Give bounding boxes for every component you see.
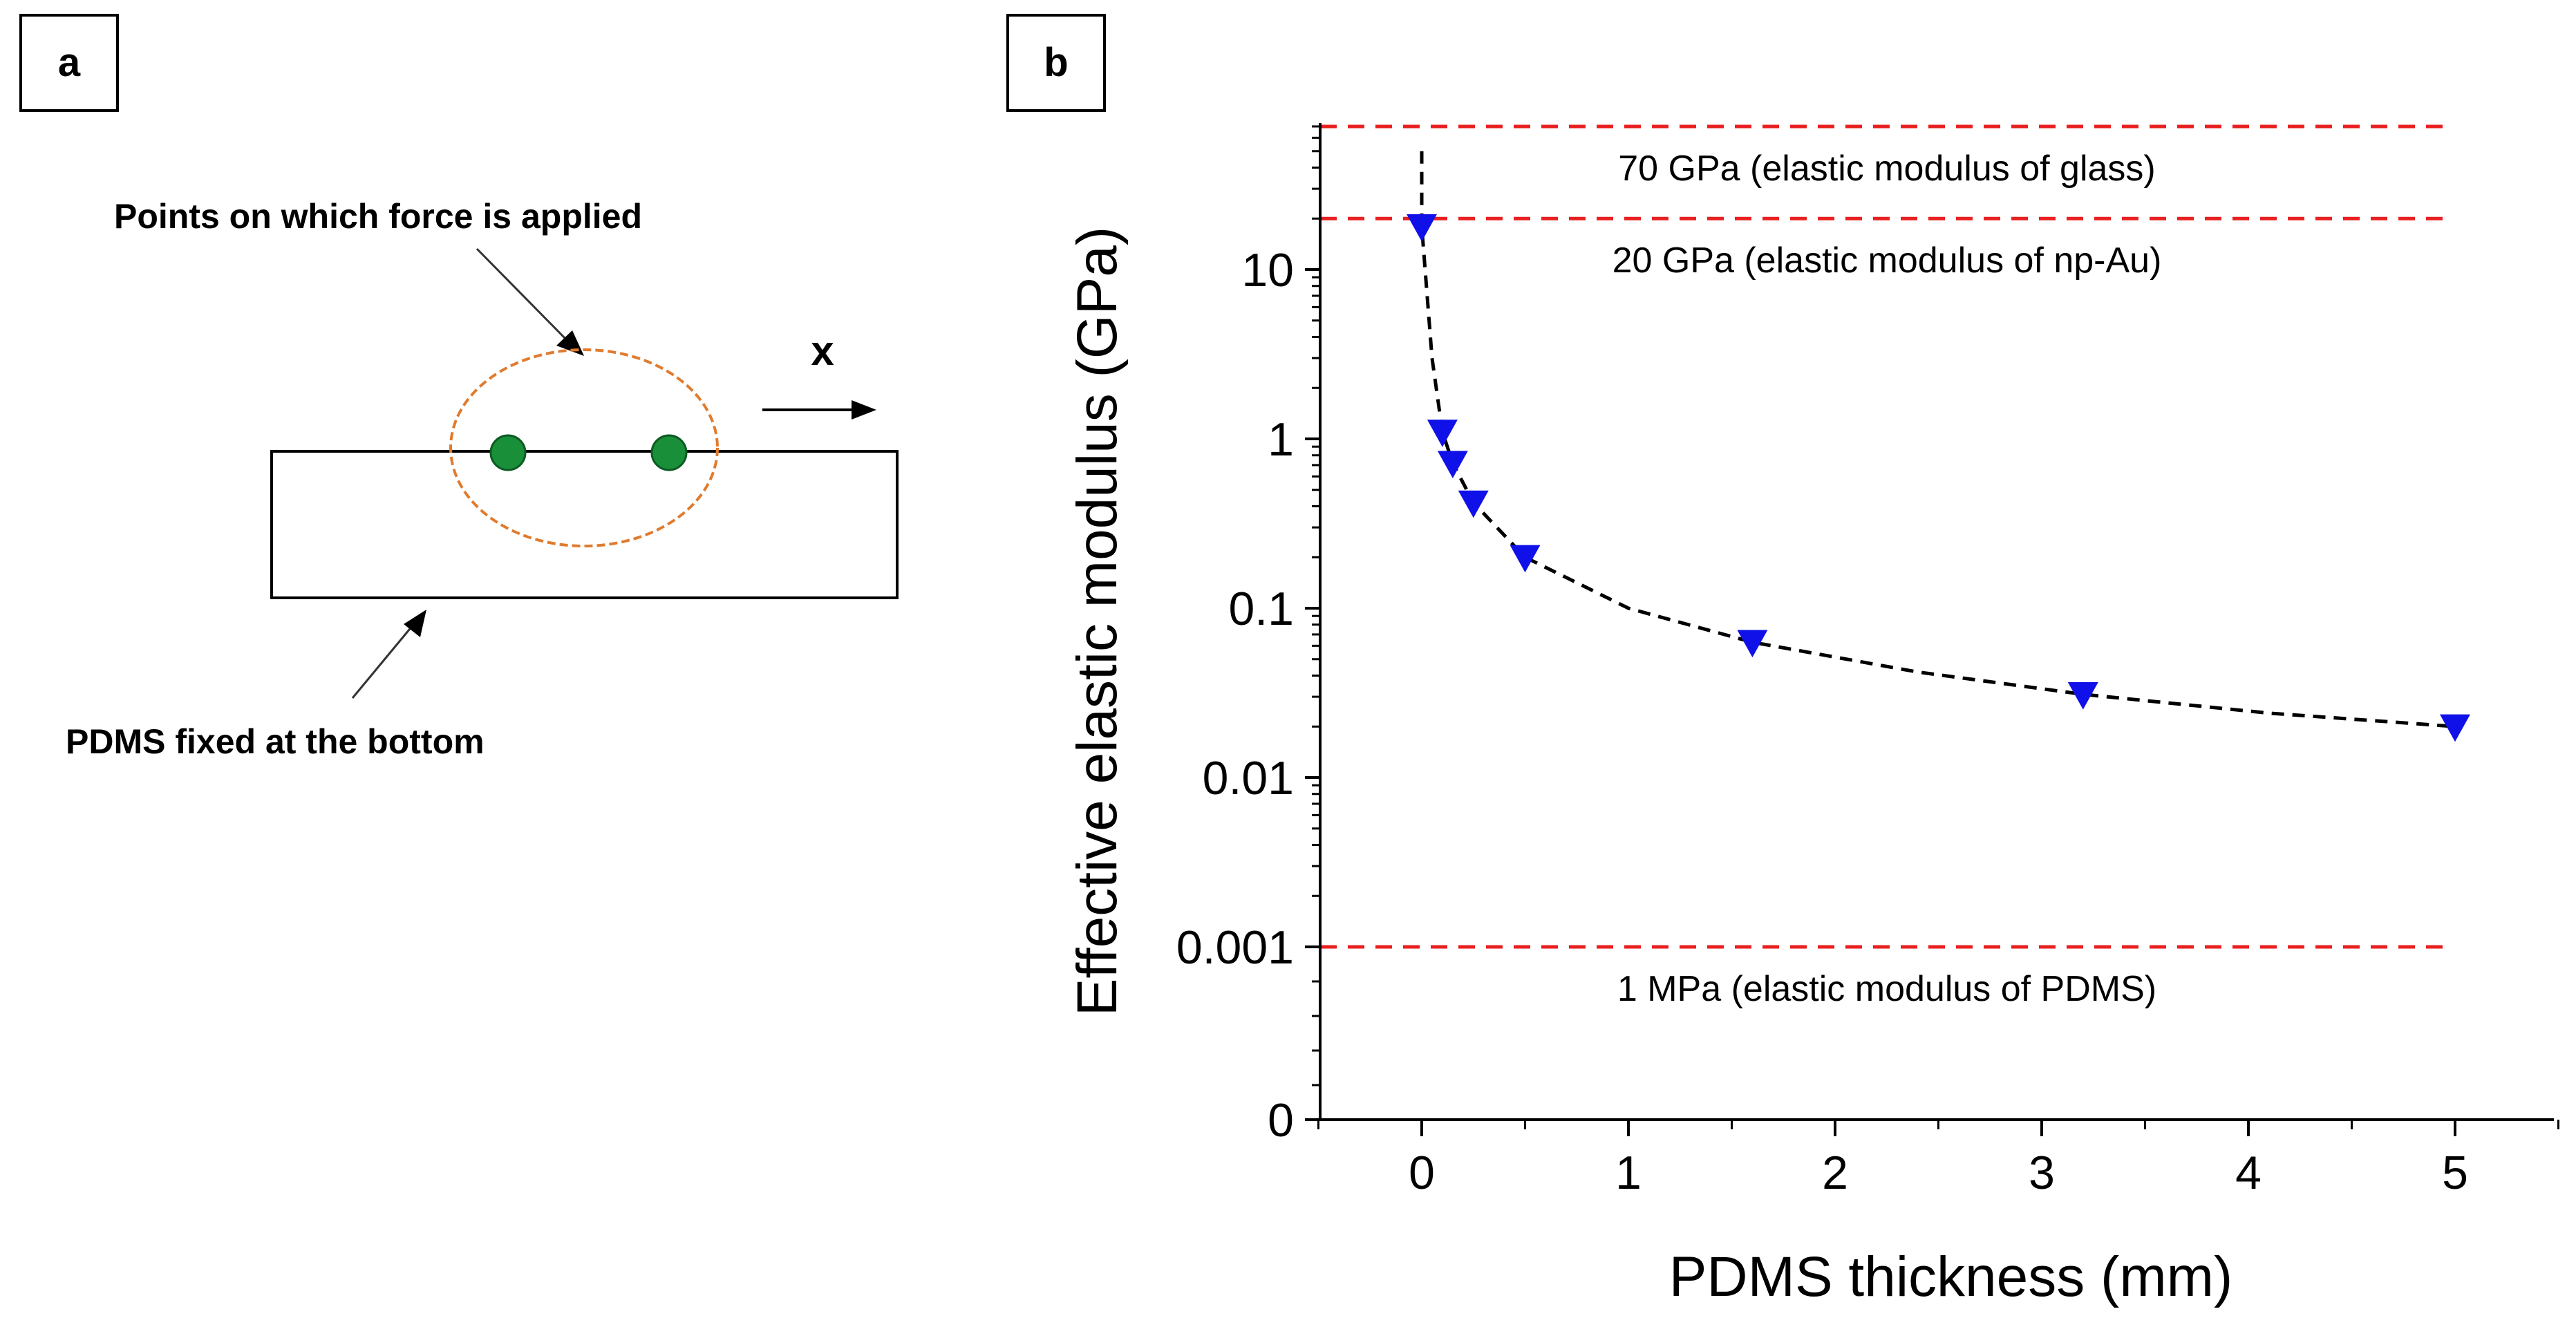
x-tick-label: 2 [1822, 1147, 1848, 1199]
data-point-marker [1427, 420, 1458, 447]
fixed-label-arrow [351, 610, 426, 699]
data-point-marker [1407, 214, 1437, 242]
panel-b-letter-box [1006, 14, 1106, 112]
reference-line-label: 20 GPa (elastic modulus of np-Au) [1613, 241, 2162, 281]
y-tick-label: 1 [1268, 413, 1294, 466]
data-point-marker [2067, 682, 2098, 710]
x-tick-label: 1 [1615, 1147, 1642, 1199]
force-region-ellipse [449, 348, 719, 547]
y-tick-labels: 0 0.001 0.01 0.1 1 10 [1176, 244, 1294, 1147]
panel-a: a Points on which force is applied x PDM… [19, 14, 899, 761]
x-tick-labels: 0 1 2 3 4 5 [1409, 1147, 2468, 1199]
panel-a-letter-box [19, 14, 119, 112]
x-tick-label: 4 [2235, 1147, 2262, 1199]
force-point-left [489, 434, 527, 471]
force-points-label: Points on which force is applied [114, 197, 642, 236]
x-direction-label: x [811, 328, 834, 374]
panel-b: b 70 GPa (elastic modulus of glass) 20 GP… [1006, 14, 2559, 1308]
force-label-arrow [476, 247, 584, 356]
force-point-right [650, 434, 688, 471]
pdms-fixed-label: PDMS fixed at the bottom [66, 722, 485, 761]
data-point-marker [1737, 630, 1768, 658]
y-axis-label: Effective elastic modulus (GPa) [1066, 227, 1129, 1016]
reference-line-label: 1 MPa (elastic modulus of PDMS) [1617, 969, 2156, 1009]
reference-lines: 70 GPa (elastic modulus of glass) 20 GPa … [1320, 124, 2447, 1009]
x-tick-label: 3 [2029, 1147, 2055, 1199]
x-direction-arrow-icon [762, 400, 876, 420]
y-tick-label: 0.1 [1228, 583, 1294, 635]
data-point-marker [1437, 451, 1468, 478]
data-point-marker [2440, 714, 2470, 742]
x-tick-label: 0 [1409, 1147, 1435, 1199]
y-tick-label: 0.001 [1176, 921, 1294, 974]
pdms-block [270, 450, 899, 599]
axes [1305, 123, 2559, 1136]
panel-b-letter: b [1044, 40, 1068, 85]
x-axis-label: PDMS thickness (mm) [1669, 1245, 2233, 1308]
x-tick-label: 5 [2442, 1147, 2468, 1199]
y-tick-label: 10 [1241, 244, 1294, 297]
y-tick-label: 0.01 [1203, 752, 1294, 804]
y-tick-label: 0 [1268, 1094, 1294, 1147]
data-markers [1407, 214, 2470, 742]
fit-curve-dashed [1420, 151, 2456, 728]
reference-line-label: 70 GPa (elastic modulus of glass) [1618, 149, 2155, 189]
panel-a-letter: a [58, 40, 81, 85]
data-point-marker [1510, 545, 1541, 573]
elastic-modulus-chart: 70 GPa (elastic modulus of glass) 20 GPa … [1066, 123, 2559, 1308]
data-point-marker [1458, 490, 1489, 518]
